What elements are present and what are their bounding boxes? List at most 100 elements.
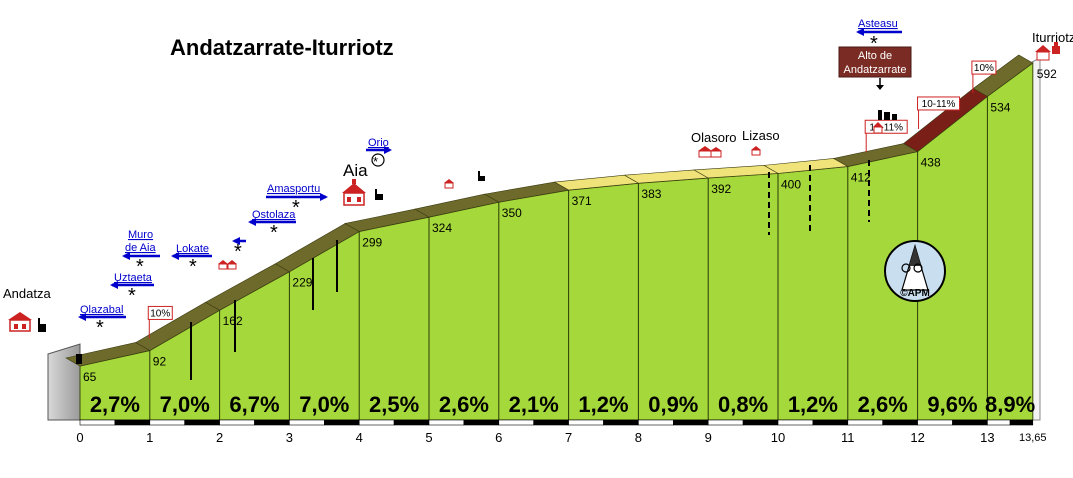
km-tick-label: 2 [216, 430, 223, 445]
km-axis-bar [149, 419, 186, 426]
km-axis-bar [114, 419, 151, 426]
altitude-label: 392 [711, 182, 731, 196]
place-lizaso: Lizaso [742, 128, 780, 143]
house-icon [444, 179, 454, 189]
altitude-label: 383 [641, 187, 661, 201]
road-lokate: Lokate * [171, 243, 212, 278]
altitude-label: 92 [153, 354, 167, 368]
junction-lines [190, 160, 870, 380]
road-label-ostolaza: Ostolaza [252, 209, 296, 221]
gradient-label: 7,0% [160, 392, 210, 417]
star-circle-icon: * [371, 153, 385, 169]
km-axis-bar [777, 419, 814, 426]
house-icon [8, 312, 32, 332]
km-axis-bar [847, 419, 883, 426]
altitude-label: 229 [292, 276, 312, 290]
gradient-label: 1,2% [788, 392, 838, 417]
road-label-muro: Muro [128, 229, 153, 241]
place-start: Andatza [3, 286, 51, 301]
restaurant-icon [878, 110, 897, 120]
gradient-label: 0,9% [648, 392, 698, 417]
road-orio: Orio * [366, 137, 392, 169]
asterisk-icon: * [870, 33, 878, 55]
km-axis-bar [289, 419, 325, 426]
chart-title: Andatzarrate-Iturriotz [170, 35, 394, 60]
altitude-label: 162 [223, 314, 243, 328]
gradient-label: 2,7% [90, 392, 140, 417]
place-olasoro: Olasoro [691, 130, 737, 145]
asterisk-icon: * [96, 317, 104, 339]
km-axis-bar [917, 419, 953, 426]
road-muro-de-aia: Muro de Aia * [122, 229, 160, 278]
road-uztaeta: Uztaeta * [110, 272, 154, 307]
road-label-olazabal: Olazabal [80, 304, 123, 316]
altitude-label: 438 [921, 156, 941, 170]
road-ostolaza: Ostolaza * [248, 209, 296, 244]
gradient-label: 2,1% [509, 392, 559, 417]
gradient-label: 9,6% [927, 392, 977, 417]
houses-icon [218, 260, 237, 270]
road-label-asteasu: Asteasu [858, 18, 898, 30]
km-axis: 0 1 2 3 4 5 6 7 8 9 10 11 12 13 13,65 [76, 419, 1047, 445]
km-axis-bar [882, 419, 918, 426]
km-axis-bar [672, 419, 709, 426]
km-axis-bar [428, 419, 465, 426]
gradient-label: 1,2% [578, 392, 628, 417]
km-tick-label: 11 [841, 430, 855, 445]
steep-labels: 10% 10-11% 10-11% 10% [147, 60, 997, 339]
km-tick-label: 10 [771, 430, 785, 445]
place-end: Iturriotz [1032, 30, 1073, 45]
pass-name-line1: Alto de [858, 50, 892, 62]
km-tick-label: 4 [356, 430, 363, 445]
altitude-label: 371 [572, 194, 592, 208]
road-amasportu: Amasportu * [266, 183, 328, 219]
km-tick-label: 3 [286, 430, 293, 445]
apm-logo: ©APM [884, 240, 946, 302]
km-tick-label: 5 [425, 430, 432, 445]
road-label-de-aia: de Aia [125, 242, 156, 254]
km-axis-bar [358, 419, 395, 426]
km-axis-bar [603, 419, 639, 426]
altitude-labels: 65 92 162 229 299 324 350 371 383 392 400 412 438 534… [83, 67, 1057, 384]
km-tick-label: 13 [980, 430, 994, 445]
km-axis-bar [533, 419, 569, 426]
gradient-label: 2,6% [439, 392, 489, 417]
asterisk-icon: * [136, 256, 144, 278]
start-marker-icon [76, 354, 82, 364]
km-axis-bar [219, 419, 255, 426]
asterisk-icon: * [292, 197, 300, 219]
asterisk-icon: * [189, 256, 197, 278]
steep-label: 10% [974, 63, 994, 74]
km-tick-label: 9 [705, 430, 712, 445]
km-axis-bar [463, 419, 500, 426]
altitude-label: 299 [362, 235, 382, 249]
gradient-label: 6,7% [229, 392, 279, 417]
gradient-label: 7,0% [299, 392, 349, 417]
steep-label-box [971, 60, 997, 75]
road-label-uztaeta: Uztaeta [114, 272, 153, 284]
road-unnamed: * [218, 237, 246, 270]
road-label-orio: Orio [368, 137, 389, 149]
altitude-label: 324 [432, 221, 452, 235]
pass-name-line2: Andatzarrate [844, 64, 907, 76]
gradient-label: 2,6% [858, 392, 908, 417]
profile-left-face [47, 343, 81, 421]
church-icon [1035, 42, 1060, 61]
factory-icon [478, 171, 485, 181]
svg-text:*: * [373, 154, 378, 169]
steep-label-box [917, 96, 961, 111]
factory-icon [38, 318, 46, 332]
km-axis-bar [568, 419, 604, 426]
km-axis-bar [952, 419, 988, 426]
church-icon [342, 179, 366, 206]
km-tick-label: 0 [76, 430, 83, 445]
gradient-label: 2,5% [369, 392, 419, 417]
house-icon [873, 122, 883, 134]
km-end-label: 13,65 [1019, 432, 1047, 444]
asterisk-icon: * [128, 285, 136, 307]
house-icon [751, 146, 761, 156]
steep-label-box [147, 305, 173, 320]
km-axis-bar [79, 419, 116, 426]
km-axis-bar [1009, 419, 1034, 426]
